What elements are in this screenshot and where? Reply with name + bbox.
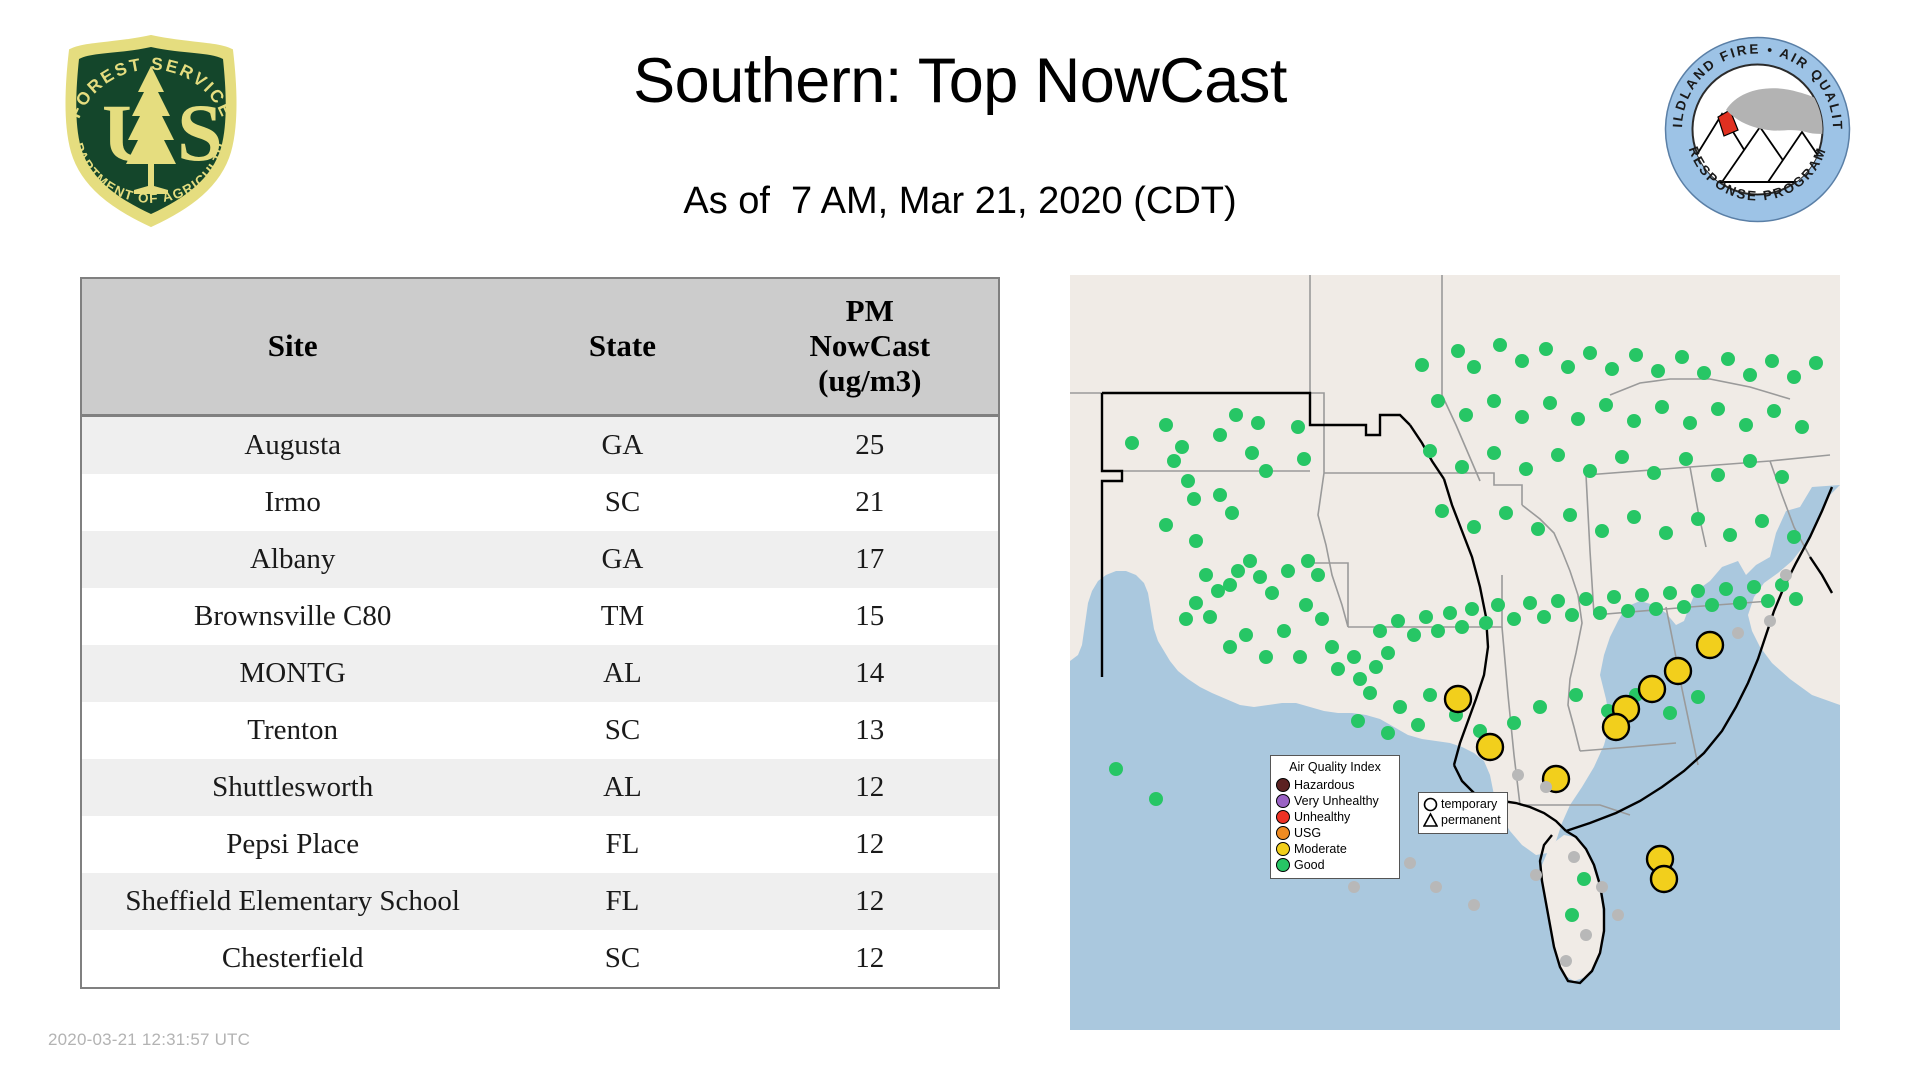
cell-site: Sheffield Elementary School [82,873,504,930]
legend-swatch-hazardous [1276,778,1290,793]
cell-site: Trenton [82,702,504,759]
legend-label-moderate: Moderate [1294,841,1347,856]
page-subtitle: As of 7 AM, Mar 21, 2020 (CDT) [683,180,1237,222]
column-header-state[interactable]: State [503,279,742,417]
cell-pm: 14 [741,645,998,702]
cell-pm: 12 [741,759,998,816]
usfs-logo: U S FOREST SERVICE DEPARTMENT OF AGRICUL… [40,16,256,233]
permanent-triangle-icon [1423,812,1438,827]
cell-site: Pepsi Place [82,816,504,873]
cell-state: SC [503,474,742,531]
legend-swatch-usg [1276,826,1290,841]
table-row[interactable]: Augusta GA 25 [82,415,998,474]
cell-state: AL [503,645,742,702]
map-canvas[interactable] [1070,275,1840,1030]
cell-state: SC [503,930,742,987]
cell-site: Chesterfield [82,930,504,987]
legend-swatch-very-unhealthy [1276,794,1290,809]
table-row[interactable]: Albany GA 17 [82,531,998,588]
table-row[interactable]: Trenton SC 13 [82,702,998,759]
table-row[interactable]: Shuttlesworth AL 12 [82,759,998,816]
marker-group-good[interactable] [1109,338,1823,922]
shield-letter-s: S [177,87,223,178]
generated-timestamp: 2020-03-21 12:31:57 UTC [48,1030,251,1049]
air-quality-map[interactable]: Air Quality Index Hazardous Very Unhealt… [1070,275,1840,1030]
cell-site: Irmo [82,474,504,531]
legend-item-unhealthy[interactable]: Unhealthy [1276,809,1394,825]
top-nowcast-table: Site State PM NowCast (ug/m3) Augusta GA… [80,277,1000,989]
marker-group-moderate[interactable] [1443,630,1725,894]
cell-pm: 12 [741,816,998,873]
cell-state: FL [503,816,742,873]
monitor-label-temporary: temporary [1441,797,1498,812]
table-row[interactable]: Brownsville C80 TM 15 [82,588,998,645]
table-row[interactable]: Pepsi Place FL 12 [82,816,998,873]
cell-state: SC [503,702,742,759]
legend-label-very-unhealthy: Very Unhealthy [1294,793,1379,808]
pine-tree-icon [126,66,176,194]
smoke-plume-icon [1726,88,1823,134]
table-row[interactable]: Irmo SC 21 [82,474,998,531]
cell-state: GA [503,531,742,588]
column-header-pm-line2: NowCast [809,328,931,364]
table-header-row: Site State PM NowCast (ug/m3) [82,279,998,417]
monitor-type-legend: temporary permanent [1418,792,1508,834]
page-title: Southern: Top NowCast [633,46,1287,116]
legend-item-hazardous[interactable]: Hazardous [1276,777,1394,793]
monitor-glyphs [1423,797,1438,827]
legend-swatch-good [1276,858,1290,873]
cell-pm: 21 [741,474,998,531]
legend-label-hazardous: Hazardous [1294,777,1355,792]
legend-swatch-moderate [1276,842,1290,857]
cell-state: TM [503,588,742,645]
coastline-borders [1100,391,1834,985]
cell-pm: 15 [741,588,998,645]
cell-site: Augusta [82,415,504,474]
cell-pm: 25 [741,415,998,474]
cell-pm: 17 [741,531,998,588]
legend-item-usg[interactable]: USG [1276,825,1394,841]
legend-label-unhealthy: Unhealthy [1294,809,1351,824]
table-row[interactable]: Chesterfield SC 12 [82,930,998,987]
column-header-pm-line1: PM [845,293,894,329]
temporary-circle-icon [1423,797,1438,812]
cell-site: Albany [82,531,504,588]
monitor-label-permanent: permanent [1441,813,1501,827]
table-row[interactable]: MONTG AL 14 [82,645,998,702]
table-row[interactable]: Sheffield Elementary School FL 12 [82,873,998,930]
cell-pm: 13 [741,702,998,759]
cell-pm: 12 [741,930,998,987]
column-header-site[interactable]: Site [82,279,504,417]
cell-state: FL [503,873,742,930]
legend-swatch-unhealthy [1276,810,1290,825]
cell-site: MONTG [82,645,504,702]
cell-state: GA [503,415,742,474]
air-quality-index-legend: Air Quality Index Hazardous Very Unhealt… [1270,755,1400,880]
table-body: Augusta GA 25 Irmo SC 21 Albany GA 17 Br… [82,415,998,987]
legend-item-good[interactable]: Good [1276,857,1394,873]
cell-state: AL [503,759,742,816]
cell-site: Brownsville C80 [82,588,504,645]
legend-label-usg: USG [1294,825,1322,840]
column-header-pm-line3: (ug/m3) [818,362,922,398]
legend-item-very-unhealthy[interactable]: Very Unhealthy [1276,793,1394,809]
legend-title: Air Quality Index [1289,760,1381,774]
flame-icon [1717,109,1739,137]
cell-pm: 12 [741,873,998,930]
legend-item-moderate[interactable]: Moderate [1276,841,1394,857]
column-header-pm-nowcast[interactable]: PM NowCast (ug/m3) [741,279,998,417]
legend-label-good: Good [1294,857,1325,872]
wildland-fire-air-quality-logo: WILDLAND FIRE • AIR QUALITY RESPONSE PRO… [1653,20,1855,227]
cell-site: Shuttlesworth [82,759,504,816]
